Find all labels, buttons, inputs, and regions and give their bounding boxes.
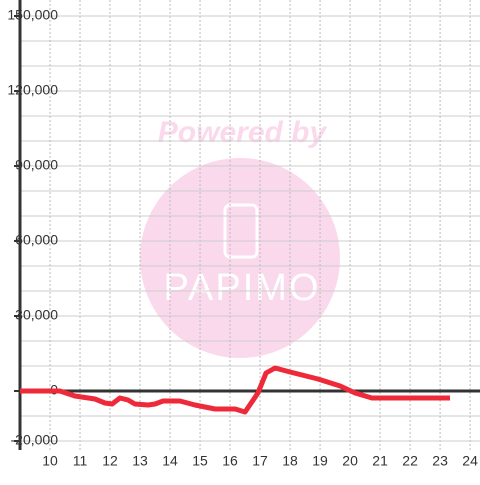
x-tick-label: 14 [162, 453, 178, 469]
x-tick-label: 18 [282, 453, 298, 469]
x-tick-label: 11 [73, 453, 88, 469]
y-tick-label: 120,000 [7, 82, 58, 98]
x-tick-label: 13 [132, 453, 148, 469]
x-tick-label: 12 [102, 453, 118, 469]
x-tick-label: 23 [432, 453, 448, 469]
watermark-text: Powered by [158, 116, 328, 149]
y-tick-label: 150,000 [7, 7, 58, 23]
x-tick-label: 19 [312, 453, 328, 469]
phone-icon [223, 203, 259, 259]
data-line [20, 365, 450, 415]
x-tick-label: 24 [462, 453, 478, 469]
x-tick-label: 21 [372, 453, 388, 469]
x-tick-label: 16 [222, 453, 238, 469]
watermark-logo: PAPIMO [164, 267, 321, 309]
y-tick-label: 30,000 [15, 307, 58, 323]
x-tick-label: 20 [342, 453, 358, 469]
x-tick-label: 17 [252, 453, 268, 469]
y-tick-label: -20,000 [11, 432, 59, 448]
x-tick-label: 10 [42, 453, 58, 469]
x-tick-label: 15 [192, 453, 208, 469]
x-tick-label: 22 [402, 453, 418, 469]
y-tick-label: 60,000 [15, 232, 58, 248]
y-tick-label: 90,000 [15, 157, 58, 173]
